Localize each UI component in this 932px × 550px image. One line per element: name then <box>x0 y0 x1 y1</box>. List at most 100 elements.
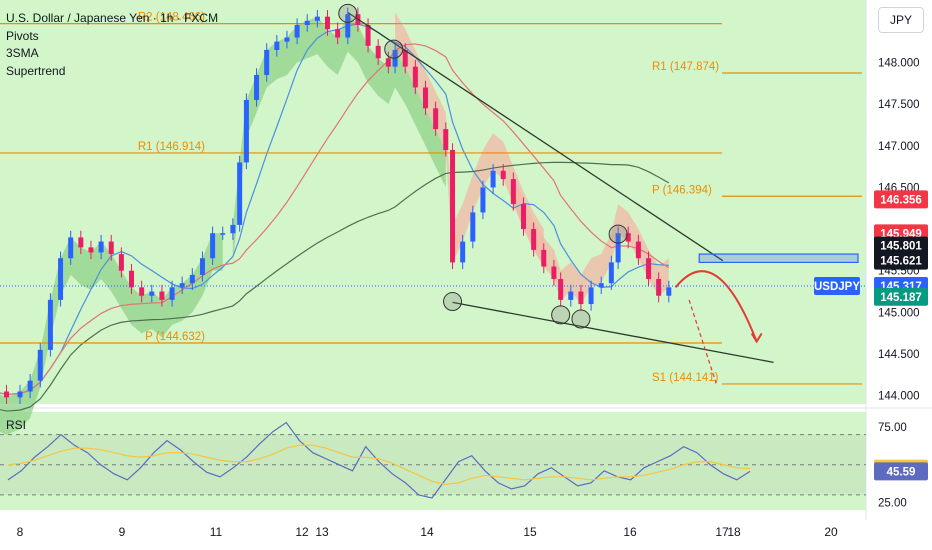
candle-body <box>588 287 594 305</box>
candle-body <box>500 170 506 180</box>
candle-body <box>199 258 205 275</box>
price-badge-label: 145.801 <box>880 241 922 253</box>
y-tick-label: 148.000 <box>878 57 920 69</box>
candle-body <box>118 254 124 271</box>
pivot-level-label: S1 (144.141) <box>652 372 719 384</box>
price-badge-label: 145.187 <box>880 292 922 304</box>
currency-button[interactable]: JPY <box>878 7 924 33</box>
candle-body <box>402 49 408 67</box>
projection-arrow-head <box>750 332 763 344</box>
trendline-touch-circle <box>338 3 358 23</box>
rsi-y-tick-label: 25.00 <box>878 497 907 509</box>
pivot-level-label: R2 (148.466) <box>138 12 205 24</box>
y-tick-label: 147.500 <box>878 99 920 111</box>
candle-body <box>47 299 53 350</box>
candle-body <box>78 237 84 248</box>
candle-body <box>3 391 9 398</box>
x-tick-label: 16 <box>623 525 637 539</box>
candle-body <box>608 262 614 284</box>
x-tick-label: 13 <box>315 525 329 539</box>
candle-body <box>274 41 280 50</box>
candle-body <box>490 170 496 188</box>
candle-body <box>179 283 185 288</box>
candle-body <box>433 108 439 130</box>
pivot-level-label: P (146.394) <box>652 184 712 196</box>
candle-body <box>412 66 418 88</box>
candle-body <box>578 291 584 305</box>
candle-body <box>210 233 216 259</box>
y-tick-label: 144.500 <box>878 349 920 361</box>
candle-body <box>520 204 526 230</box>
candle-body <box>598 283 604 288</box>
rsi-y-tick-label: 75.00 <box>878 422 907 434</box>
candle-body <box>666 287 672 296</box>
candle-body <box>304 20 310 25</box>
candle-body <box>68 237 74 259</box>
x-tick-label: 12 <box>295 525 309 539</box>
pivot-level-label: R1 (146.914) <box>138 141 205 153</box>
price-badge <box>874 236 928 255</box>
candle-body <box>17 391 23 398</box>
candle-body <box>635 241 641 259</box>
sma-mid-line <box>0 43 670 396</box>
candle-body <box>423 87 428 109</box>
symbol-tag-label: USDJPY <box>814 281 860 293</box>
pivot-level-label: R1 (147.874) <box>652 61 719 73</box>
candle-body <box>254 74 260 100</box>
trendline-touch-circle <box>384 39 404 59</box>
x-tick-label: 14 <box>420 525 434 539</box>
candle-body <box>88 247 94 253</box>
chart-legend: U.S. Dollar / Japanese Yen · 1h · FXCM P… <box>6 10 218 80</box>
candle-body <box>294 24 300 38</box>
y-tick-label: 145.000 <box>878 307 920 319</box>
candle-body <box>531 229 537 250</box>
trendline-touch-circle <box>443 292 463 312</box>
candle-body <box>541 249 547 267</box>
candle-body <box>443 129 449 150</box>
candle-body <box>625 233 631 242</box>
candle-body <box>169 287 175 300</box>
x-tick-label: 18 <box>727 525 741 539</box>
legend-indicator-3sma[interactable]: 3SMA <box>6 46 39 60</box>
legend-indicator-supertrend[interactable]: Supertrend <box>6 63 66 78</box>
price-badge-label: 146.356 <box>880 194 922 206</box>
candle-body <box>149 291 155 296</box>
legend-indicator-pivots[interactable]: Pivots <box>6 28 39 43</box>
x-tick-label: 8 <box>17 525 24 539</box>
candle-body <box>325 16 331 30</box>
x-tick-label: 15 <box>523 525 537 539</box>
candle-body <box>37 349 43 381</box>
candle-body <box>385 58 391 67</box>
y-tick-label: 144.000 <box>878 391 920 403</box>
y-tick-label: 147.000 <box>878 141 920 153</box>
supertrend-down-fill <box>395 12 544 267</box>
x-tick-label: 17 <box>715 525 729 539</box>
symbol-tag <box>814 276 860 295</box>
candle-body <box>139 287 145 296</box>
legend-symbol-line[interactable]: U.S. Dollar / Japanese Yen · 1h · FXCM <box>6 11 219 25</box>
candle-body <box>98 241 104 253</box>
projection-arrow <box>674 270 758 342</box>
rsi-value-badge-label: 45.59 <box>887 466 916 478</box>
x-tick-label: 20 <box>824 525 838 539</box>
candle-body <box>264 49 270 75</box>
candle-body <box>220 233 226 235</box>
trendline-lower <box>452 301 774 363</box>
supertrend-up-fill <box>0 233 223 435</box>
candle-body <box>470 212 476 242</box>
candle-body <box>335 29 341 38</box>
candle-body <box>27 380 33 392</box>
rsi-pane-label[interactable]: RSI <box>6 418 27 432</box>
candle-body <box>551 266 557 280</box>
x-tick-label: 9 <box>119 525 126 539</box>
candle-body <box>129 270 135 288</box>
candle-body <box>646 258 652 280</box>
trendline-upper <box>347 11 724 262</box>
candle-body <box>108 241 114 255</box>
candle-body <box>480 187 486 213</box>
candle-body <box>345 14 351 38</box>
price-badge <box>874 251 928 270</box>
price-badge <box>874 190 928 209</box>
